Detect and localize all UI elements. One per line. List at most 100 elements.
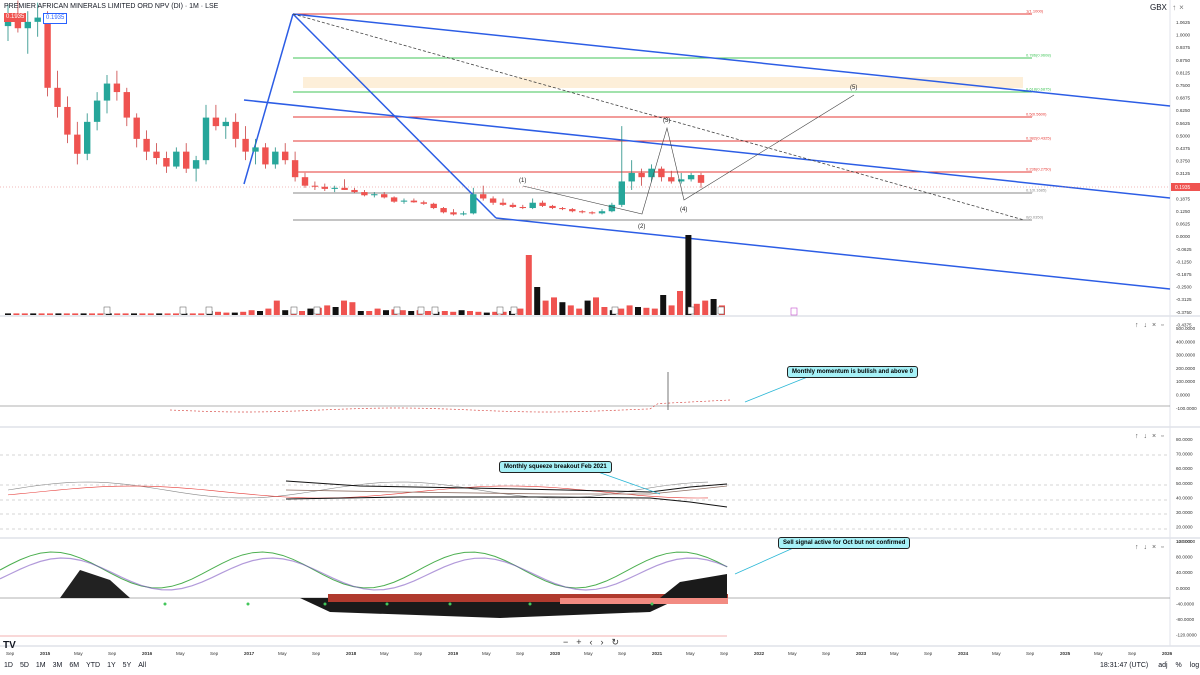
- volume-bar: [282, 310, 289, 315]
- volume-bar: [332, 307, 339, 315]
- volume-bar: [425, 311, 431, 315]
- fib-level-label: 1(1.1000): [1026, 9, 1044, 14]
- oscillator-histogram: [60, 598, 680, 618]
- squeeze-band-upper: [285, 480, 728, 493]
- volume-bar: [324, 305, 331, 315]
- candle-body: [519, 206, 526, 209]
- volume-bar: [626, 305, 633, 315]
- bid-price-badge[interactable]: 0.1935: [4, 13, 27, 22]
- ask-price-badge[interactable]: 0.1935: [43, 13, 68, 24]
- scroll-right-icon[interactable]: ›: [600, 637, 612, 647]
- oscillator-panel-buttons[interactable]: ↑↓×▫: [1135, 544, 1169, 551]
- scale-option-adj[interactable]: adj: [1158, 662, 1168, 669]
- squeeze-callout-pointer: [597, 471, 661, 495]
- candle-body: [559, 208, 566, 210]
- event-marker: [179, 306, 187, 315]
- reset-icon[interactable]: ↻: [611, 637, 628, 647]
- volume-bar: [441, 311, 448, 315]
- range-button-1y[interactable]: 1Y: [107, 662, 116, 669]
- scale-toolbar: 18:31:47 (UTC) adj%logauto: [1100, 662, 1200, 669]
- close-icon[interactable]: ×: [1179, 3, 1187, 12]
- price-axis-tick-label: -0.2500: [1176, 285, 1192, 290]
- squeeze-axis-label: 70.0000: [1176, 452, 1193, 457]
- momentum-callout: Monthly momentum is bullish and above 0: [787, 366, 919, 378]
- time-axis-label: 2023: [856, 651, 867, 656]
- oscillator-axis-label: 120.0000: [1176, 539, 1196, 544]
- scroll-left-icon[interactable]: ‹: [589, 637, 601, 647]
- candle-body: [331, 187, 338, 189]
- oscillator-dot: [448, 602, 452, 606]
- candle-body: [123, 92, 130, 118]
- range-button-1d[interactable]: 1D: [4, 662, 13, 669]
- maximize-icon[interactable]: ▫: [1161, 322, 1169, 329]
- fib-level-label: 0.5(0.5600): [1026, 112, 1047, 117]
- maximize-icon[interactable]: ▫: [1161, 544, 1169, 551]
- range-button-5d[interactable]: 5D: [19, 662, 29, 669]
- squeeze-panel-buttons[interactable]: ↑↓×▫: [1135, 433, 1169, 440]
- scale-option-log[interactable]: log: [1189, 662, 1200, 669]
- candle-body: [44, 17, 51, 88]
- candle-body: [420, 202, 427, 204]
- candle-body: [262, 147, 269, 165]
- volume-bar: [189, 313, 196, 315]
- candle-body: [509, 204, 517, 207]
- momentum-panel-buttons[interactable]: ↑↓×▫: [1135, 322, 1169, 329]
- price-axis-tick-label: 0.8750: [1176, 58, 1190, 63]
- squeeze-axis-label: 10.0000: [1176, 539, 1193, 544]
- candle-body: [371, 194, 378, 196]
- close-icon[interactable]: ×: [1152, 544, 1162, 551]
- move-up-icon[interactable]: ↑: [1135, 433, 1144, 440]
- time-axis-label: Sep: [6, 651, 15, 656]
- close-icon[interactable]: ×: [1152, 433, 1162, 440]
- range-button-3m[interactable]: 3M: [52, 662, 63, 669]
- squeeze-axis-label: 40.0000: [1176, 495, 1193, 500]
- volume-bar: [399, 310, 406, 315]
- squeeze-axis-label: 80.0000: [1176, 437, 1193, 442]
- volume-bar: [38, 313, 45, 315]
- move-up-icon[interactable]: ↑: [1135, 544, 1144, 551]
- range-button-5y[interactable]: 5Y: [122, 662, 132, 669]
- utc-clock[interactable]: 18:31:47 (UTC): [1100, 662, 1149, 669]
- maximize-icon[interactable]: ▫: [1161, 433, 1169, 440]
- price-axis-tick-label: 0.5000: [1176, 133, 1190, 138]
- range-button-6m[interactable]: 6M: [69, 662, 80, 669]
- oscillator-dot: [246, 602, 250, 606]
- move-down-icon[interactable]: ↓: [1143, 322, 1152, 329]
- event-marker: [496, 306, 504, 315]
- candle-body: [440, 208, 447, 213]
- volume-bar: [349, 302, 356, 315]
- scale-option-percent[interactable]: %: [1175, 662, 1182, 669]
- price-axis-tick-label: 0.8125: [1176, 70, 1190, 75]
- close-icon[interactable]: ×: [1152, 322, 1162, 329]
- volume-bar: [458, 310, 465, 315]
- time-axis-label: 2017: [244, 651, 255, 656]
- move-down-icon[interactable]: ↓: [1143, 433, 1152, 440]
- candle-body: [272, 151, 279, 165]
- up-arrow-icon[interactable]: ↑: [1172, 3, 1180, 12]
- range-button-1m[interactable]: 1M: [35, 662, 46, 669]
- oscillator-axis-label: -120.0000: [1176, 633, 1197, 638]
- squeeze-axis-label: 60.0000: [1176, 466, 1193, 471]
- momentum-axis-label: 100.0000: [1176, 379, 1196, 384]
- volume-bar: [114, 313, 121, 315]
- move-down-icon[interactable]: ↓: [1143, 544, 1152, 551]
- zoom-out-icon[interactable]: −: [563, 637, 577, 647]
- time-axis-label: Sep: [414, 651, 423, 656]
- momentum-axis-label: 200.0000: [1176, 366, 1196, 371]
- currency-label[interactable]: GBX: [1150, 3, 1167, 12]
- candle-body: [54, 87, 61, 107]
- volume-bar: [131, 313, 137, 315]
- sell-callout-pointer: [734, 544, 801, 575]
- oscillator-red-band: [328, 594, 728, 602]
- zoom-in-icon[interactable]: +: [576, 637, 590, 647]
- range-button-ytd[interactable]: YTD: [86, 662, 101, 669]
- volume-bar: [63, 313, 70, 315]
- time-axis-label: Sep: [822, 651, 831, 656]
- move-up-icon[interactable]: ↑: [1135, 322, 1144, 329]
- range-button-all[interactable]: All: [138, 662, 147, 669]
- price-axis-tick-label: 0.5625: [1176, 121, 1190, 126]
- squeeze-axis-label: 30.0000: [1176, 510, 1193, 515]
- price-axis-tick-label: 0.1250: [1176, 209, 1190, 214]
- elliott-wave-label: (1): [519, 178, 526, 184]
